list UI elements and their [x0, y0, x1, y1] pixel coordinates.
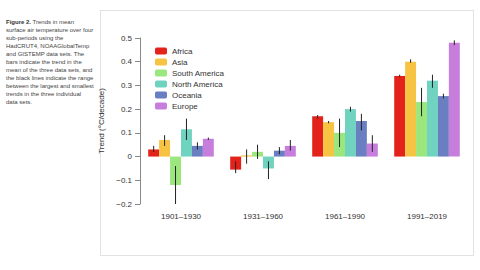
html-text:Figure 2. Trends in mean surfa: Figure 2. Trends in mean surface air tem…: [6, 19, 94, 105]
svg-text:1961–1990: 1961–1990: [325, 212, 366, 221]
svg-text:0.1: 0.1: [121, 128, 133, 137]
svg-text:0: 0: [128, 152, 133, 161]
svg-text:Europe: Europe: [172, 102, 198, 111]
svg-text:Trend (°C/decade): Trend (°C/decade): [97, 88, 106, 154]
svg-text:0.4: 0.4: [121, 57, 133, 66]
svg-text:−0.1: −0.1: [116, 176, 132, 185]
svg-text:0.2: 0.2: [121, 105, 133, 114]
svg-text:South America: South America: [172, 69, 225, 78]
svg-text:North America: North America: [172, 80, 223, 89]
svg-text:Africa: Africa: [172, 47, 193, 56]
svg-text:Oceania: Oceania: [172, 91, 202, 100]
svg-text:1901–1930: 1901–1930: [161, 212, 202, 221]
svg-text:Asia: Asia: [172, 58, 188, 67]
svg-text:−0.2: −0.2: [116, 200, 132, 209]
svg-text:1991–2019: 1991–2019: [407, 212, 448, 221]
svg-text:0.5: 0.5: [121, 34, 133, 43]
svg-text:0.3: 0.3: [121, 81, 133, 90]
svg-text:1931–1960: 1931–1960: [243, 212, 284, 221]
